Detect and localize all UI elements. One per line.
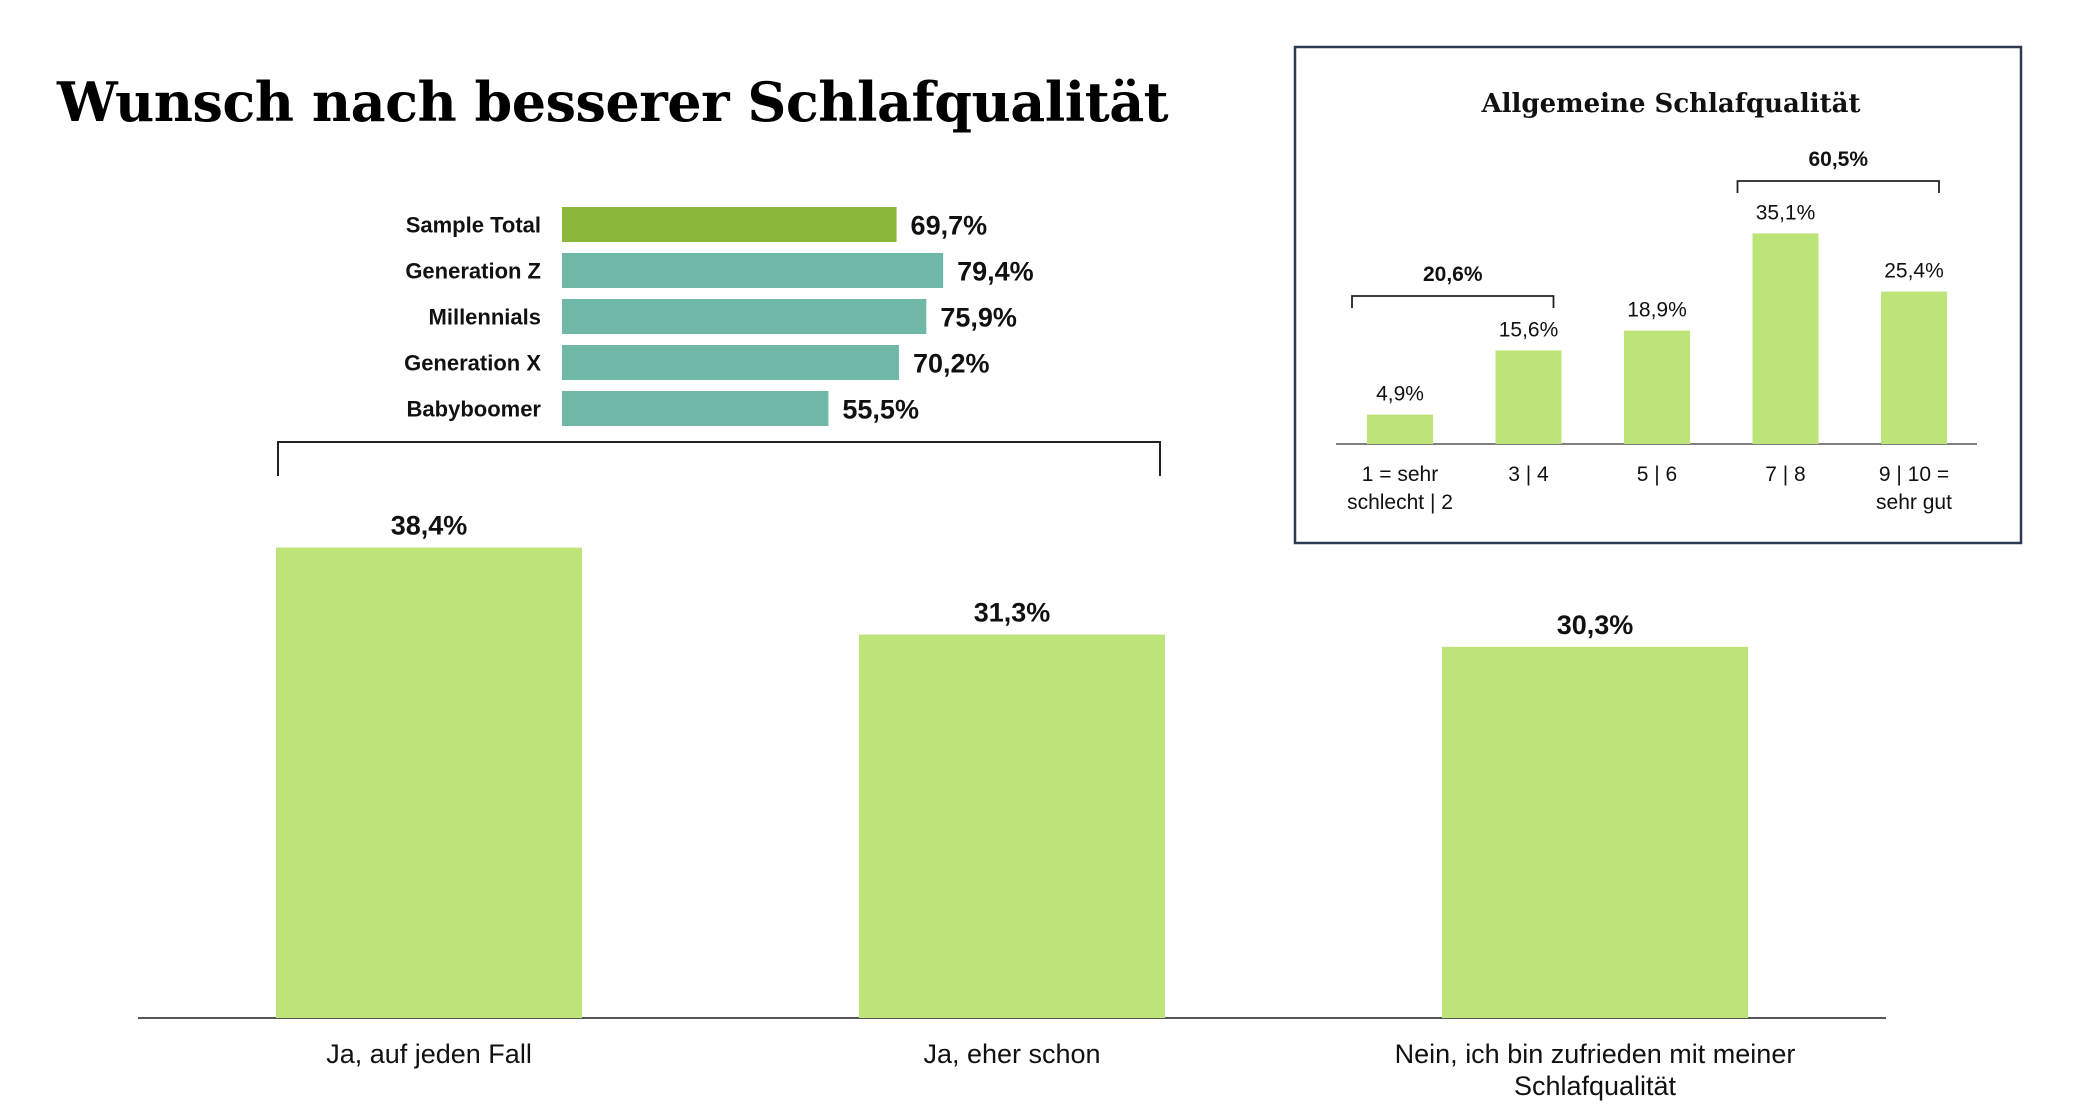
group-bar-3	[562, 345, 899, 380]
inset-category-label-1-line-0: 3 | 4	[1508, 463, 1549, 486]
group-value-label-3: 70,2%	[913, 349, 990, 379]
inset-bracket-0	[1351, 295, 1555, 308]
generation-bar-chart: Sample Total 69,7% Generation Z 79,4% Millen…	[404, 207, 1034, 426]
main-bracket	[277, 441, 1161, 476]
inset-bar-3	[1752, 233, 1819, 444]
group-bar-1	[562, 253, 944, 288]
inset-category-label-4-line-1: sehr gut	[1876, 491, 1952, 514]
group-category-label-4: Babyboomer	[407, 397, 542, 422]
main-value-label-0: 38,4%	[391, 511, 468, 541]
inset-bar-4	[1881, 291, 1947, 444]
main-bar-0	[276, 547, 582, 1018]
inset-category-label-0-line-1: schlecht | 2	[1347, 491, 1453, 514]
inset-value-label-1: 15,6%	[1499, 318, 1559, 341]
inset-title: Allgemeine Schlafqualität	[1480, 89, 1860, 119]
inset-bracket-label-0: 20,6%	[1423, 263, 1483, 286]
inset-category-label-0-line-0: 1 = sehr	[1362, 463, 1438, 486]
main-bar-1	[859, 634, 1165, 1018]
main-category-label-1: Ja, eher schon	[923, 1039, 1100, 1069]
inset-category-label-2-line-0: 5 | 6	[1637, 463, 1677, 486]
group-value-label-4: 55,5%	[842, 395, 919, 425]
group-value-label-2: 75,9%	[940, 303, 1017, 333]
group-value-label-1: 79,4%	[957, 257, 1034, 287]
inset-bracket-label-1: 60,5%	[1808, 148, 1868, 171]
inset-value-label-3: 35,1%	[1756, 201, 1816, 224]
group-value-label-0: 69,7%	[911, 211, 988, 241]
group-category-label-3: Generation X	[404, 351, 541, 376]
main-category-label-0: Ja, auf jeden Fall	[326, 1039, 532, 1069]
main-bar-chart: 38,4% Ja, auf jeden Fall 31,3% Ja, eher sch…	[138, 441, 1886, 1101]
group-bar-4	[562, 391, 829, 426]
group-bar-2	[562, 299, 927, 334]
main-category-label-2-line-0: Nein, ich bin zufrieden mit meiner	[1395, 1039, 1796, 1069]
main-category-label-2-line-1: Schlafqualität	[1514, 1071, 1677, 1101]
inset-bar-2	[1624, 330, 1690, 444]
inset-bar-1	[1495, 350, 1562, 444]
inset-category-label-3-line-0: 7 | 8	[1765, 463, 1805, 486]
main-value-label-1: 31,3%	[974, 598, 1051, 628]
group-bar-0	[562, 207, 897, 242]
main-bar-2	[1442, 646, 1748, 1018]
group-category-label-1: Generation Z	[405, 259, 541, 284]
inset-bar-0	[1367, 414, 1433, 444]
inset-bracket-1	[1736, 180, 1940, 193]
inset-value-label-0: 4,9%	[1376, 383, 1424, 406]
main-value-label-2: 30,3%	[1557, 610, 1634, 640]
inset-sleep-quality-chart: Allgemeine Schlafqualität 4,9% 1 = sehr sch…	[1293, 45, 2023, 545]
group-category-label-0: Sample Total	[406, 213, 541, 238]
group-category-label-2: Millennials	[429, 305, 541, 330]
inset-category-label-4-line-0: 9 | 10 =	[1879, 463, 1949, 486]
inset-value-label-4: 25,4%	[1884, 260, 1944, 283]
inset-value-label-2: 18,9%	[1627, 299, 1687, 322]
page-title: Wunsch nach besserer Schlafqualität	[57, 70, 1169, 134]
